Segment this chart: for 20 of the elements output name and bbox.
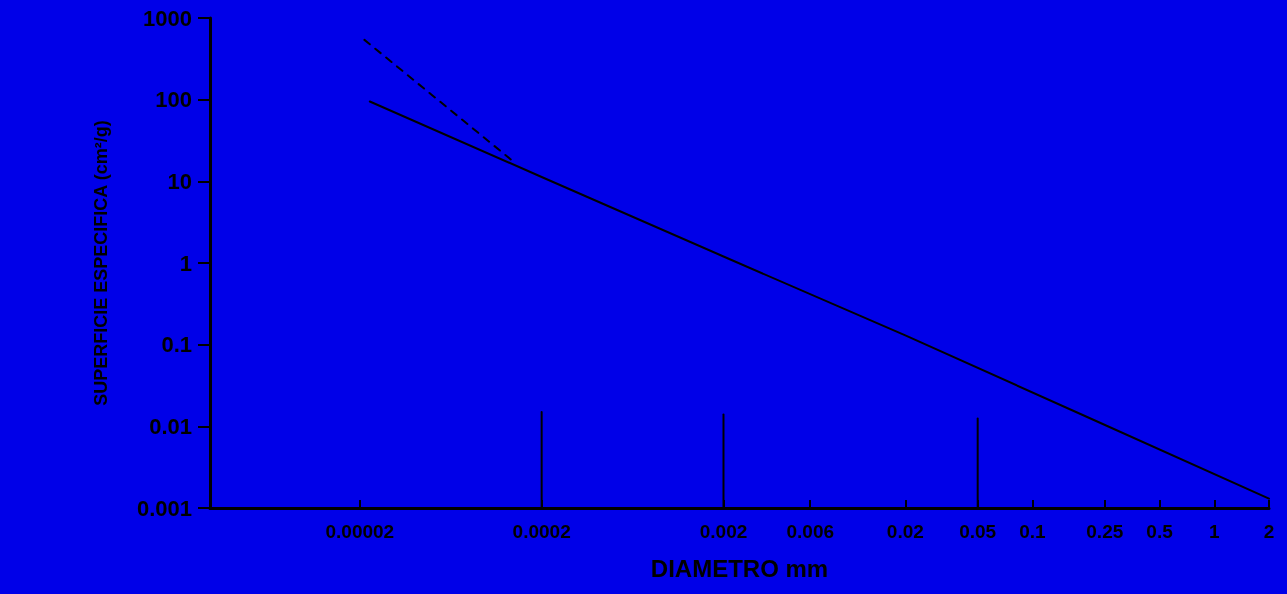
y-axis-title: SUPERFICIE ESPECIFICA (cm²/g)	[91, 120, 111, 406]
x-tick-label: 0.02	[886, 521, 924, 542]
y-tick-label: 1	[179, 250, 192, 276]
x-tick-label: 1	[1208, 521, 1220, 542]
x-tick-label: 0.002	[699, 521, 748, 542]
y-tick-label: 0.01	[149, 413, 192, 439]
x-tick-label: 0.05	[959, 521, 997, 542]
x-tick-label: 0.00002	[325, 521, 395, 542]
x-tick-label: 2	[1263, 521, 1275, 542]
x-axis-title: DIAMETRO mm	[650, 554, 829, 582]
x-tick-label: 0.1	[1019, 521, 1047, 542]
y-tick-label: 0.001	[136, 495, 192, 521]
x-tick-label: 0.006	[786, 521, 835, 542]
y-tick-label: 10	[167, 168, 192, 194]
x-tick-label: 0.0002	[512, 521, 571, 542]
y-tick-label: 0.1	[161, 332, 192, 358]
y-tick-label: 1000	[143, 5, 192, 31]
y-tick-label: 100	[155, 87, 192, 113]
x-tick-label: 0.5	[1146, 521, 1174, 542]
x-tick-label: 0.25	[1086, 521, 1124, 542]
